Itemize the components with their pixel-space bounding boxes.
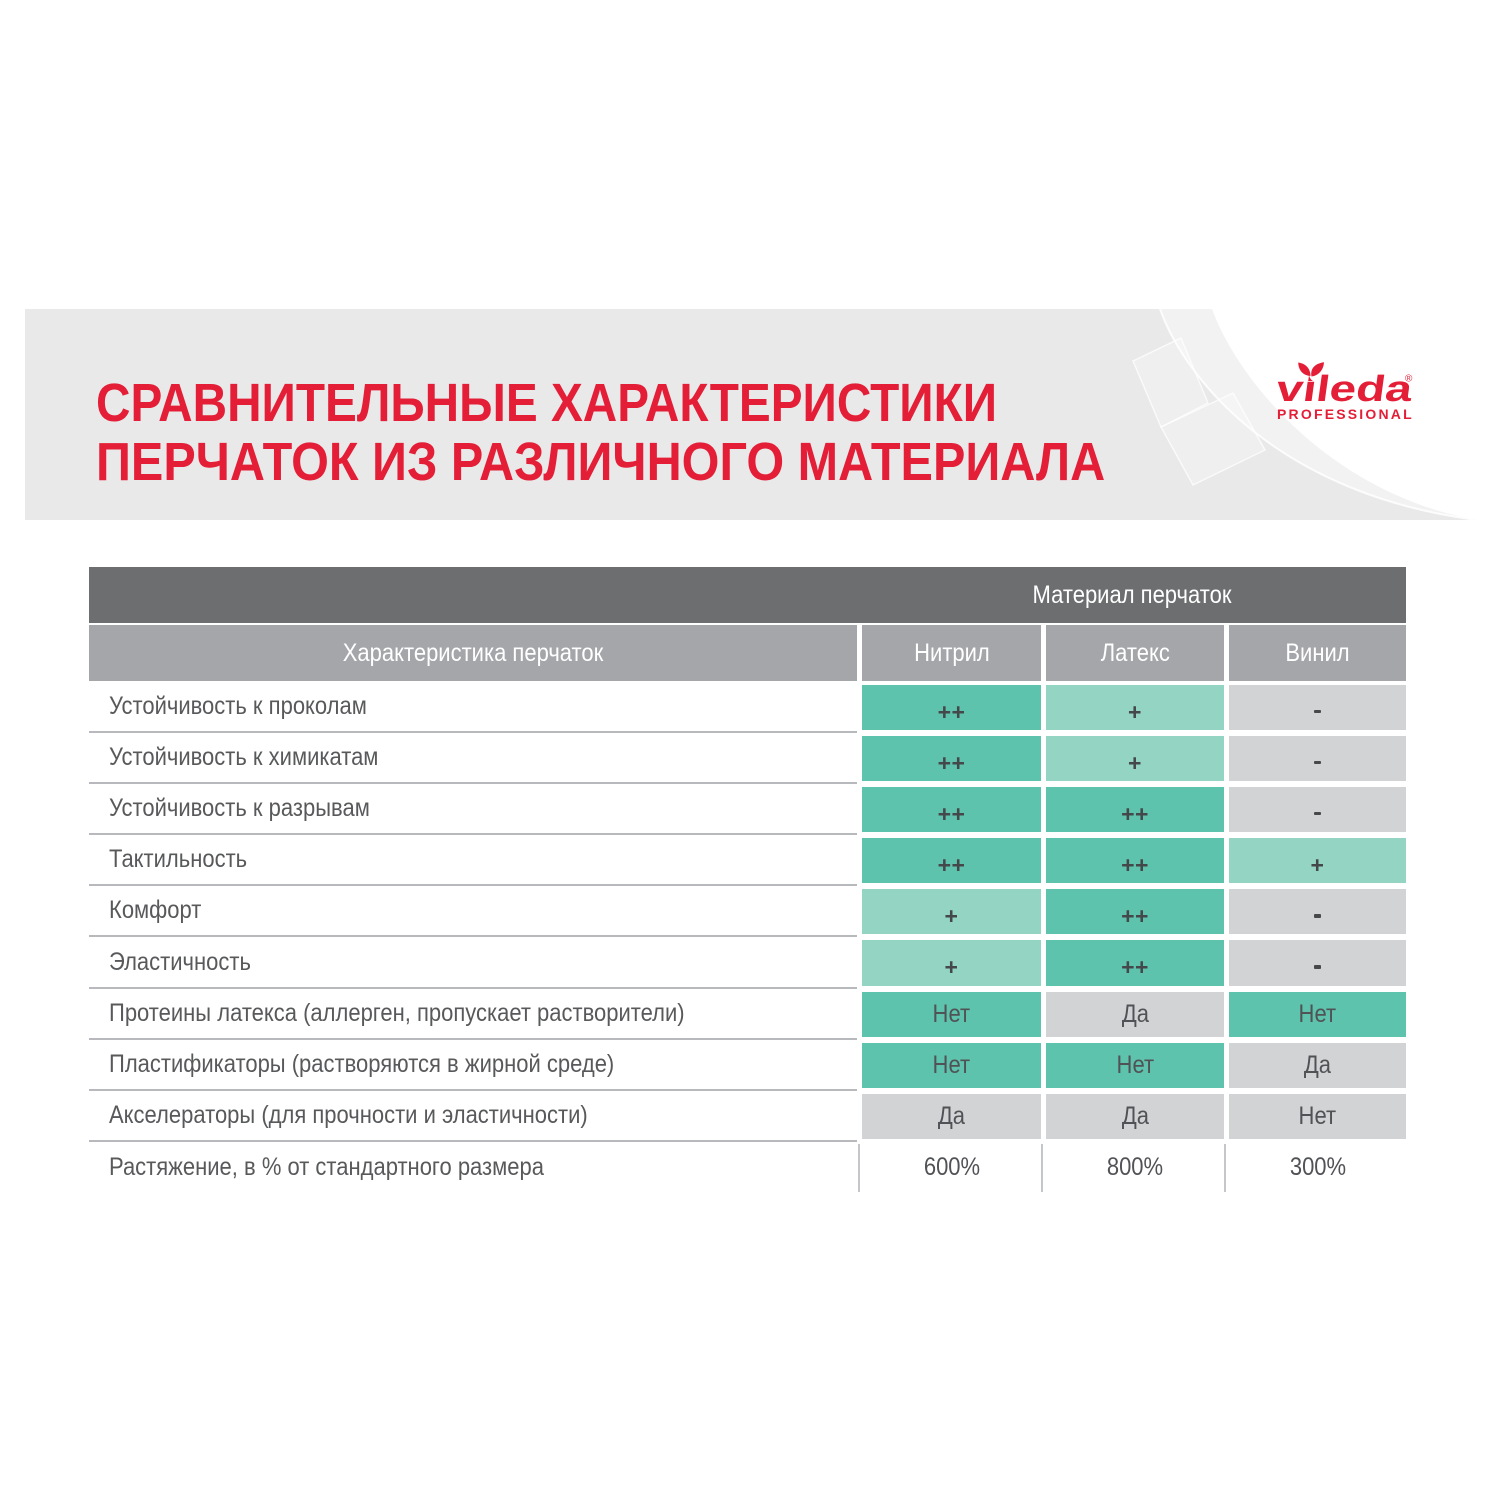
svg-text:®: ® [1405,374,1413,385]
svg-text:PROFESSIONAL: PROFESSIONAL [1277,406,1414,422]
svg-text:vıleda: vıleda [1274,369,1415,410]
